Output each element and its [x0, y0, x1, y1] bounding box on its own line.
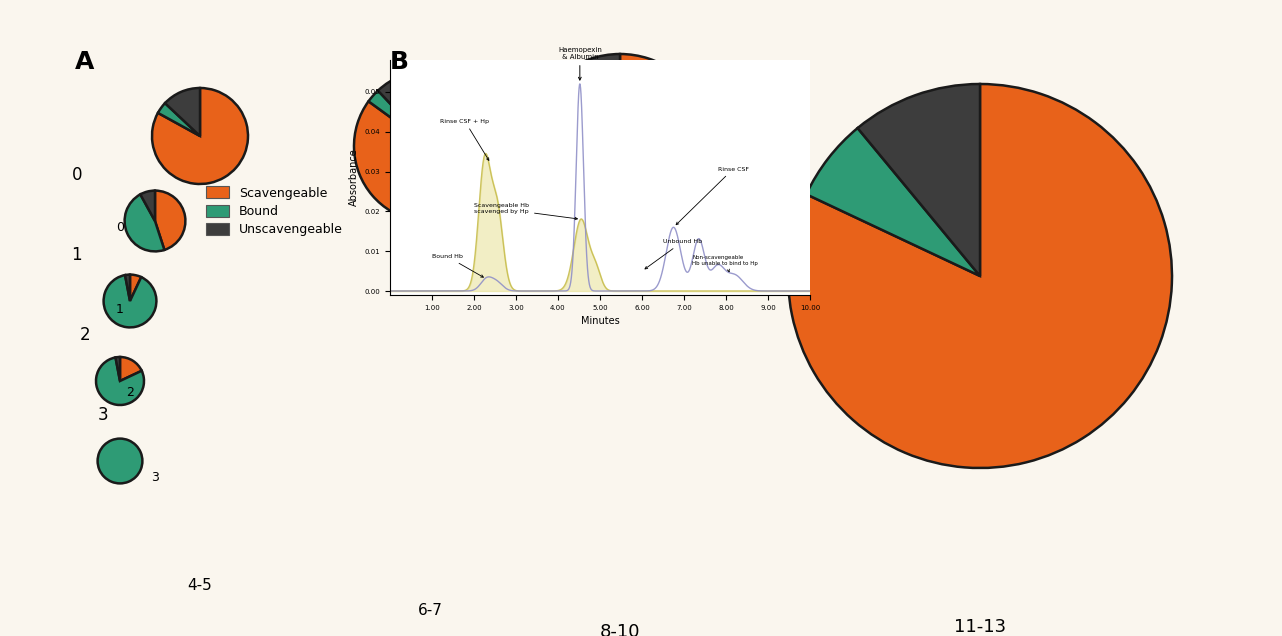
Y-axis label: Absorbance: Absorbance — [349, 149, 359, 206]
Wedge shape — [858, 84, 979, 276]
Text: 6-7: 6-7 — [418, 603, 442, 618]
Text: Rinse CSF: Rinse CSF — [676, 167, 749, 225]
Wedge shape — [155, 191, 186, 250]
Text: 1: 1 — [117, 303, 124, 316]
Wedge shape — [378, 70, 429, 146]
Text: 2: 2 — [79, 326, 90, 344]
Wedge shape — [121, 357, 142, 381]
Wedge shape — [165, 88, 200, 136]
Text: 11-13: 11-13 — [954, 618, 1006, 636]
Wedge shape — [158, 103, 200, 136]
Wedge shape — [368, 90, 429, 146]
Text: Haemopexin
& Albumin: Haemopexin & Albumin — [558, 47, 601, 80]
Text: Rinse CSF + Hp: Rinse CSF + Hp — [441, 119, 490, 160]
Wedge shape — [129, 275, 141, 301]
Text: Bound Hb: Bound Hb — [432, 254, 483, 277]
Text: Scavengeable Hb
scavenged by Hp: Scavengeable Hb scavenged by Hp — [474, 204, 577, 220]
Wedge shape — [140, 191, 155, 221]
Text: A: A — [76, 50, 95, 74]
Wedge shape — [354, 70, 506, 222]
Wedge shape — [97, 439, 142, 483]
Text: 0: 0 — [115, 221, 124, 234]
Text: Unbound Hb: Unbound Hb — [645, 239, 703, 269]
X-axis label: Minutes: Minutes — [581, 316, 619, 326]
Wedge shape — [96, 357, 144, 405]
Wedge shape — [562, 54, 620, 146]
Text: 0: 0 — [72, 166, 82, 184]
Text: 4-5: 4-5 — [187, 578, 213, 593]
Text: 3: 3 — [97, 406, 108, 424]
Text: 8-10: 8-10 — [600, 623, 640, 636]
Text: 1: 1 — [72, 246, 82, 264]
Text: 2: 2 — [126, 386, 133, 399]
Wedge shape — [104, 275, 156, 328]
Wedge shape — [126, 275, 129, 301]
Wedge shape — [115, 357, 121, 381]
Wedge shape — [124, 195, 164, 251]
Wedge shape — [806, 128, 979, 276]
Text: 3: 3 — [151, 471, 159, 484]
Text: B: B — [390, 50, 409, 74]
Legend: Scavengeable, Bound, Unscavengeable: Scavengeable, Bound, Unscavengeable — [201, 181, 347, 241]
Wedge shape — [528, 54, 712, 238]
Wedge shape — [532, 75, 620, 146]
Wedge shape — [788, 84, 1172, 468]
Wedge shape — [153, 88, 247, 184]
Text: Non-scavengeable
Hb unable to bind to Hp: Non-scavengeable Hb unable to bind to Hp — [692, 255, 758, 272]
